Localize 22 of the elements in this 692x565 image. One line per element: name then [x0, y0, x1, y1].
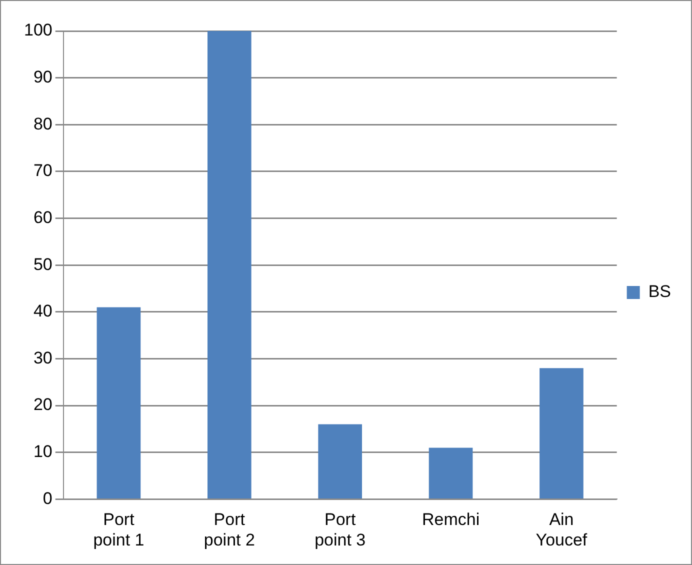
bar [96, 307, 141, 498]
x-tick-label: Remchi [422, 510, 480, 530]
x-tick-label: Port point 2 [204, 510, 255, 550]
y-tick-label: 70 [33, 161, 52, 180]
y-tick-label: 0 [42, 488, 52, 508]
y-tick-label: 40 [33, 302, 52, 321]
bar [318, 424, 362, 498]
x-tick-label: Port point 3 [314, 510, 366, 550]
legend-label: BS [648, 282, 672, 302]
y-tick-label: 10 [33, 442, 52, 462]
bar [207, 31, 252, 498]
bar [428, 448, 473, 498]
y-tick-label: 80 [33, 114, 52, 134]
y-tick-label: 90 [33, 68, 52, 87]
y-tick-label: 20 [33, 395, 52, 414]
y-tick-label: 100 [24, 20, 52, 40]
x-tick-label: Port point 1 [93, 510, 144, 550]
y-tick-label: 50 [33, 254, 52, 274]
y-tick-label: 30 [33, 348, 52, 368]
bar [540, 368, 584, 498]
x-tick-label: Ain Youcef [536, 510, 588, 550]
y-tick-label: 60 [33, 208, 52, 227]
